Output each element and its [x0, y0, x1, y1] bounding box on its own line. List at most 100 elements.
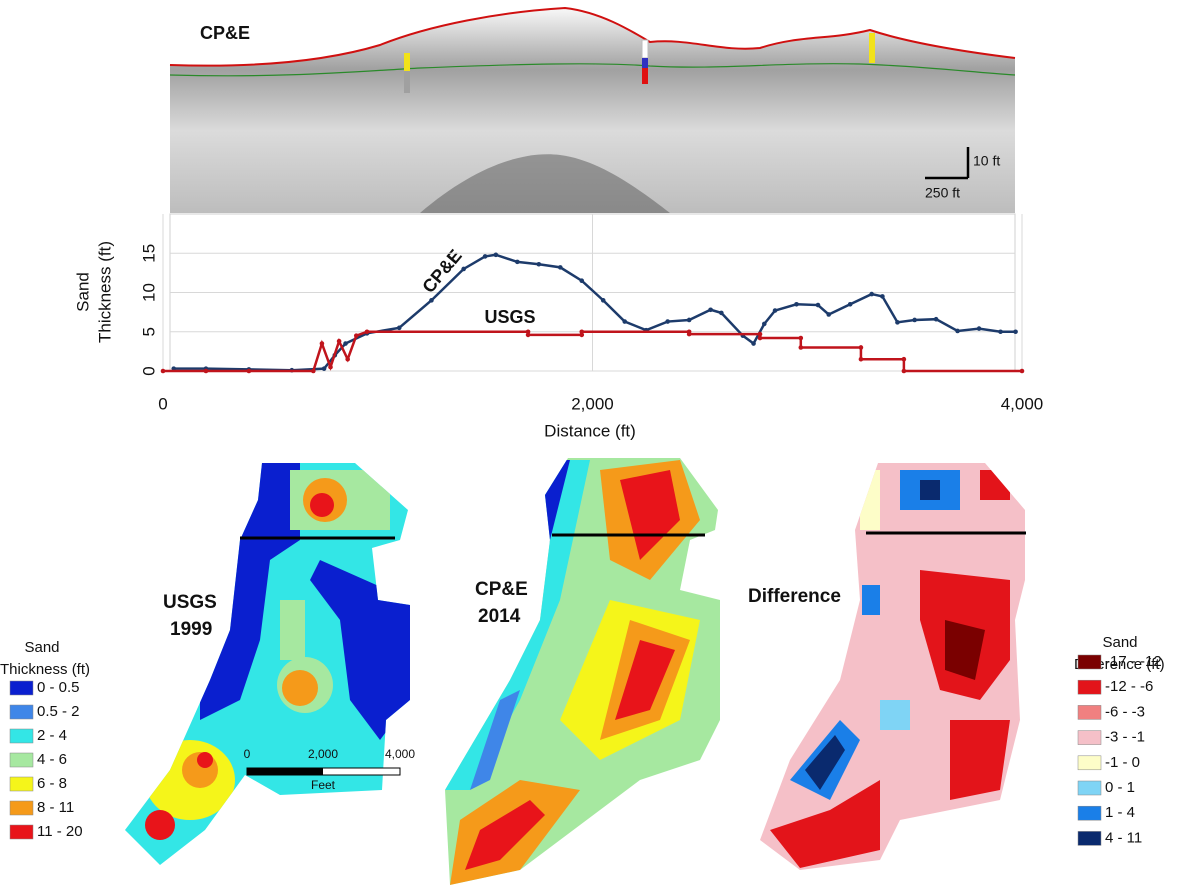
scale-label: 0	[244, 747, 251, 761]
data-point	[848, 302, 853, 307]
legend-swatch	[1078, 831, 1101, 845]
data-point	[622, 319, 627, 324]
data-point	[955, 329, 960, 334]
seismic-profile: CP&E 10 ft 250 ft	[170, 5, 1015, 213]
legend-swatch	[1078, 806, 1101, 820]
legend-swatch	[10, 753, 33, 767]
data-point	[816, 303, 821, 308]
data-point	[719, 311, 724, 316]
legend-title: Thickness (ft)	[0, 661, 90, 678]
data-point	[397, 326, 402, 331]
core-marker	[642, 58, 648, 68]
data-point	[687, 318, 692, 323]
data-point	[794, 302, 799, 307]
scale-bar	[247, 768, 323, 775]
legend-swatch	[1078, 756, 1101, 770]
y-tick-label: 15	[139, 244, 158, 263]
data-point	[558, 265, 563, 270]
data-point	[859, 357, 864, 362]
data-point	[826, 312, 831, 317]
legend-swatch	[10, 729, 33, 743]
x-tick-label: 0	[158, 394, 167, 413]
data-point	[880, 294, 885, 299]
core-marker	[869, 33, 875, 63]
data-point	[579, 278, 584, 283]
data-point	[161, 369, 166, 374]
legend-label: 0 - 0.5	[37, 679, 80, 696]
data-point	[934, 317, 939, 322]
data-point	[345, 357, 350, 362]
data-point	[429, 298, 434, 303]
legend-swatch	[1078, 655, 1101, 669]
scale-label: 2,000	[308, 747, 338, 761]
legend-label: 8 - 11	[37, 799, 74, 816]
data-point	[665, 319, 670, 324]
data-point	[799, 336, 804, 341]
page: {"profile": {"label": "CP&E", "vertical_…	[0, 0, 1180, 888]
data-point	[751, 341, 756, 346]
core-marker	[642, 40, 648, 58]
data-point	[762, 322, 767, 327]
data-point	[494, 253, 499, 258]
data-point	[247, 369, 252, 374]
core-marker	[404, 71, 410, 93]
legend-label: 4 - 6	[37, 751, 67, 768]
core-marker	[404, 53, 410, 71]
series-line	[174, 255, 1016, 370]
x-axis-label: Distance (ft)	[544, 421, 636, 440]
data-point	[515, 260, 520, 265]
data-point	[1020, 369, 1025, 374]
legend-label: -3 - -1	[1105, 729, 1145, 746]
map-label: 2014	[478, 606, 521, 627]
legend-label: -1 - 0	[1105, 754, 1140, 771]
data-point	[859, 345, 864, 350]
data-point	[337, 339, 342, 344]
map-label: USGS	[163, 592, 217, 613]
scale-label: 10 ft	[973, 153, 1000, 169]
maps: USGS 1999 CP&E 2014 Difference 0 2,000 4…	[120, 455, 1030, 888]
profile-label: CP&E	[200, 23, 250, 43]
map-label: 1999	[170, 619, 212, 640]
legend-swatch	[10, 825, 33, 839]
legend-label: 0 - 1	[1105, 779, 1135, 796]
data-point	[365, 329, 370, 334]
map-label: CP&E	[475, 579, 528, 600]
data-point	[758, 336, 763, 341]
legend-swatch	[10, 801, 33, 815]
cpe-map	[440, 455, 730, 888]
legend-label: -17 - -12	[1105, 653, 1162, 670]
data-point	[758, 332, 763, 337]
data-point	[902, 369, 907, 374]
usgs-map	[120, 460, 420, 870]
series-label: USGS	[484, 307, 535, 327]
legend-swatch	[10, 705, 33, 719]
legend-swatch	[1078, 731, 1101, 745]
data-point	[322, 366, 327, 371]
scale-label: 4,000	[385, 747, 415, 761]
x-tick-label: 4,000	[1001, 394, 1044, 413]
data-point	[601, 298, 606, 303]
y-tick-label: 10	[139, 283, 158, 302]
scale-unit: Feet	[311, 778, 336, 792]
data-point	[311, 369, 316, 374]
legend-swatch	[1078, 781, 1101, 795]
data-point	[354, 333, 359, 338]
data-point	[343, 341, 348, 346]
legend-label: -12 - -6	[1105, 678, 1153, 695]
data-point	[320, 341, 325, 346]
data-point	[912, 318, 917, 323]
legend-label: 6 - 8	[37, 775, 67, 792]
legend-label: 1 - 4	[1105, 804, 1135, 821]
thickness-chart: Sand Thickness (ft) Distance (ft) CP&E U…	[73, 214, 1043, 440]
data-point	[579, 329, 584, 334]
data-point	[204, 369, 209, 374]
x-tick-label: 2,000	[571, 394, 614, 413]
core-marker	[642, 68, 648, 84]
data-point	[708, 307, 713, 312]
figure: CP&E 10 ft 250 ft Sand Thickness (ft) Di…	[0, 0, 1180, 888]
legend-swatch	[10, 681, 33, 695]
legend-swatch	[1078, 680, 1101, 694]
y-axis-label: Thickness (ft)	[95, 241, 114, 343]
y-tick-label: 5	[139, 327, 158, 336]
legend-title: Sand	[24, 639, 59, 656]
